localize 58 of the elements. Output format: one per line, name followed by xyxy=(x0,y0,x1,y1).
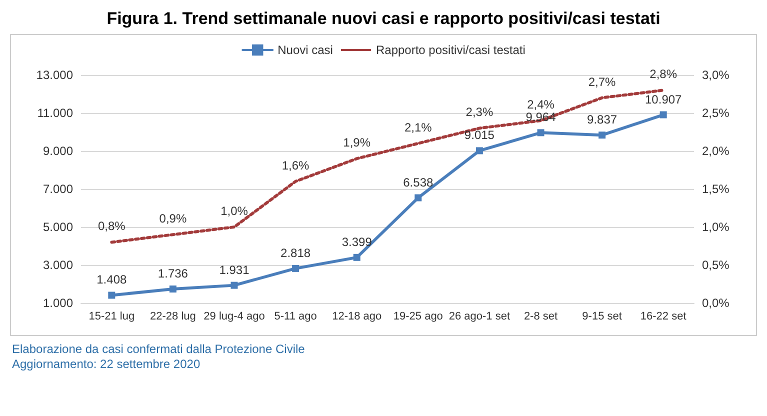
data-label: 0,9% xyxy=(159,212,187,226)
data-label: 2,8% xyxy=(650,67,678,82)
data-label: 1,6% xyxy=(282,158,310,172)
data-label: 2.818 xyxy=(280,246,311,260)
data-label: 1,0% xyxy=(220,204,248,218)
data-label: 9.837 xyxy=(587,112,618,127)
data-label: 1.408 xyxy=(96,272,127,287)
y-tick-label: 3.000 xyxy=(42,258,74,272)
chart-title: Figura 1. Trend settimanale nuovi casi e rapporto positivi/casi testati xyxy=(106,8,662,30)
data-label: 1.931 xyxy=(219,262,250,277)
point xyxy=(537,129,544,136)
y2-tick-label: 1,0% xyxy=(702,220,730,234)
y2-tick-label: 2,5% xyxy=(702,106,730,120)
x-tick-label: 5-11 ago xyxy=(274,310,317,322)
point xyxy=(598,132,606,139)
x-tick-label: 29 lug-4 ago xyxy=(204,310,265,322)
data-label: 1,9% xyxy=(343,136,371,150)
point xyxy=(476,147,483,154)
data-label: 2,1% xyxy=(404,120,432,134)
y2-tick-label: 0,0% xyxy=(702,296,730,310)
data-label: 1.736 xyxy=(158,266,188,281)
y2-tick-label: 3,0% xyxy=(702,68,730,82)
y-tick-label: 1.000 xyxy=(42,296,74,310)
point xyxy=(292,264,300,272)
data-label: 6.538 xyxy=(403,175,434,190)
y-tick-label: 11.000 xyxy=(37,106,74,120)
point xyxy=(414,194,422,202)
text: Aggiornamento: 22 settembre 2020 xyxy=(12,357,202,372)
point xyxy=(108,292,116,299)
legend-label: Rapporto positivi/casi testati xyxy=(376,43,526,57)
x-tick-label: 22-28 lug xyxy=(150,310,196,322)
y-tick-label: 13.000 xyxy=(36,68,74,82)
data-label: 3.399 xyxy=(342,234,372,249)
x-tick-label: 16-22 set xyxy=(640,310,686,322)
data-label: 9.015 xyxy=(464,128,495,142)
legend-label: Nuovi casi xyxy=(278,43,333,57)
data-label: 2,4% xyxy=(527,98,555,112)
data-label: 2,7% xyxy=(588,74,616,89)
x-tick-label: 15-21 lug xyxy=(88,310,135,322)
data-label: 0,8% xyxy=(98,219,126,234)
data-label: 10.907 xyxy=(645,92,682,106)
x-tick-label: 12-18 ago xyxy=(332,310,382,322)
x-tick-label: 2-8 set xyxy=(524,310,558,322)
point xyxy=(230,282,238,289)
y2-tick-label: 2,0% xyxy=(702,144,730,158)
y-tick-label: 9.000 xyxy=(42,144,74,158)
data-label: 2,3% xyxy=(466,105,494,120)
y2-tick-label: 1,5% xyxy=(702,182,730,196)
y-tick-label: 5.000 xyxy=(42,220,74,234)
point xyxy=(169,286,176,293)
y2-tick-label: 0,5% xyxy=(702,258,730,272)
y-tick-label: 7.000 xyxy=(42,182,74,196)
text: Elaborazione da casi confermati dalla Protezione Civile xyxy=(12,342,306,357)
x-tick-label: 26 ago-1 set xyxy=(448,310,510,322)
point xyxy=(660,111,667,118)
point xyxy=(353,254,360,261)
x-tick-label: 19-25 ago xyxy=(393,310,443,322)
x-tick-label: 9-15 set xyxy=(582,310,622,322)
